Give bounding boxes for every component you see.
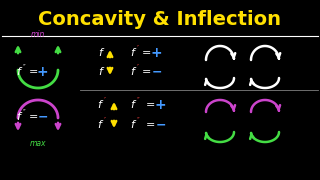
Text: f: f	[130, 100, 134, 110]
Text: ′′: ′′	[23, 64, 27, 73]
Text: f: f	[97, 100, 101, 110]
Text: −: −	[38, 111, 49, 123]
Text: f: f	[98, 67, 102, 77]
Text: ′: ′	[104, 96, 106, 105]
Text: ′′: ′′	[23, 109, 27, 118]
Text: =: =	[29, 67, 38, 77]
Text: ′: ′	[104, 116, 106, 125]
Text: min: min	[31, 30, 45, 39]
Text: =: =	[29, 112, 38, 122]
Text: =: =	[146, 120, 156, 130]
Text: ′: ′	[137, 64, 139, 73]
Text: =: =	[146, 100, 156, 110]
Text: =: =	[142, 67, 151, 77]
Text: f: f	[130, 120, 134, 130]
Text: +: +	[37, 65, 49, 79]
Text: max: max	[30, 139, 46, 148]
Text: f: f	[16, 67, 20, 77]
Text: =: =	[142, 48, 151, 58]
Text: f: f	[130, 67, 134, 77]
Text: +: +	[151, 46, 163, 60]
Text: −: −	[156, 118, 166, 132]
Text: f: f	[130, 48, 134, 58]
Text: f: f	[97, 120, 101, 130]
Text: Concavity & Inflection: Concavity & Inflection	[38, 10, 282, 29]
Text: f: f	[16, 112, 20, 122]
Text: ′′: ′′	[137, 96, 141, 105]
Text: +: +	[155, 98, 167, 112]
Text: ′′: ′′	[137, 116, 141, 125]
Text: f: f	[98, 48, 102, 58]
Text: −: −	[152, 66, 163, 78]
Text: ′: ′	[137, 44, 139, 53]
